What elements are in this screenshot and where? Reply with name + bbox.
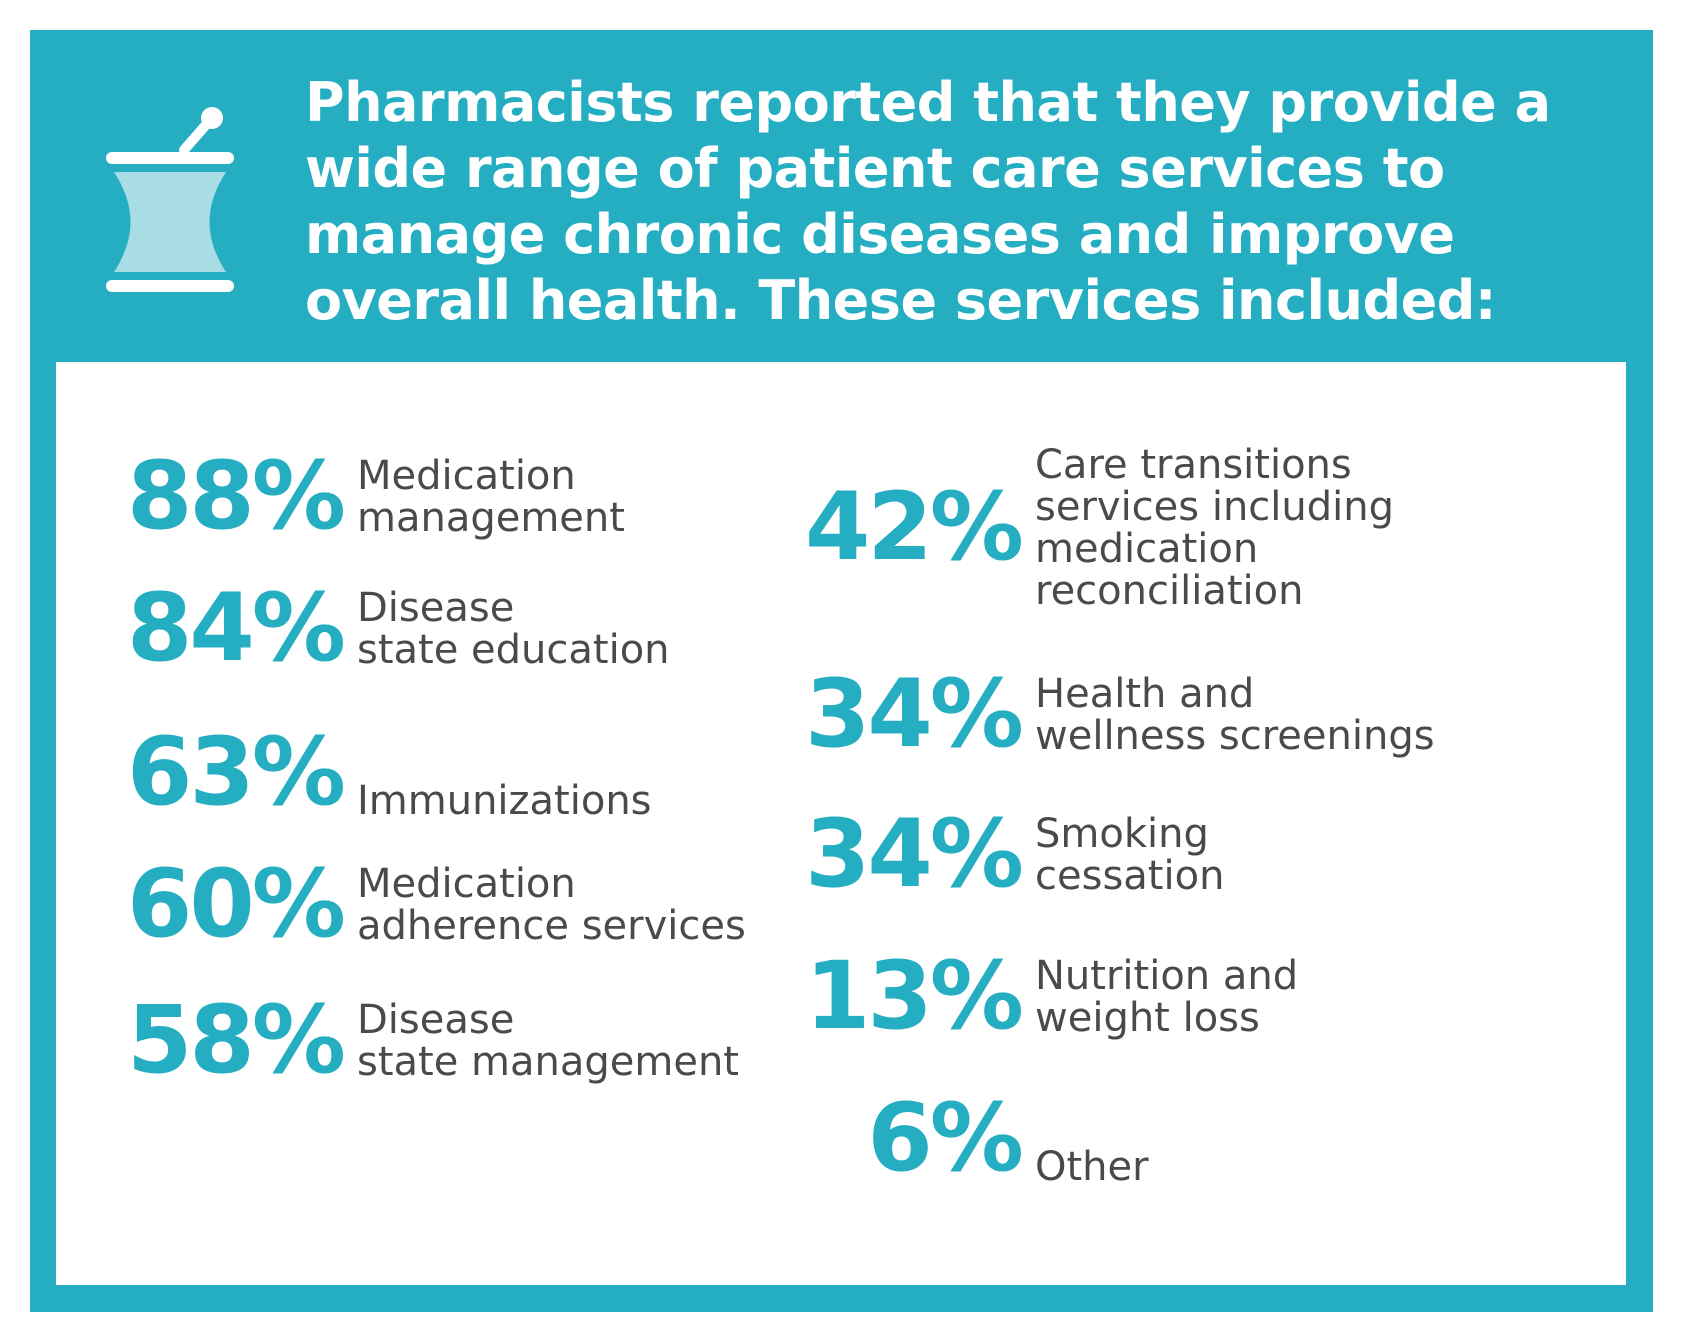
stat-percent: 42%	[805, 473, 1024, 582]
stat-item: 58% Disease state management	[108, 994, 739, 1088]
stat-percent: 13%	[805, 942, 1024, 1051]
stat-percent: 34%	[805, 660, 1024, 769]
stat-label: Health and wellness screenings	[1035, 671, 1435, 759]
stat-percent: 6%	[867, 1084, 1024, 1193]
stat-item: 63% Immunizations	[108, 718, 652, 827]
stat-percent: 88%	[127, 442, 346, 551]
stat-item: 42% Care transitions services including …	[786, 444, 1394, 612]
stat-label: Immunizations	[357, 778, 652, 824]
stat-label: Nutrition and weight loss	[1035, 953, 1299, 1041]
stat-item: 34% Smoking cessation	[786, 808, 1224, 902]
stat-item: 13% Nutrition and weight loss	[786, 950, 1298, 1044]
stat-label: Medication adherence services	[357, 861, 746, 949]
infographic-frame: Pharmacists reported that they provide a…	[30, 30, 1653, 1312]
stat-item: 88% Medication management	[108, 450, 625, 544]
stat-item: 60% Medication adherence services	[108, 858, 746, 952]
stat-label: Medication management	[357, 453, 625, 541]
stat-item: 34% Health and wellness screenings	[786, 668, 1435, 762]
stat-label: Smoking cessation	[1035, 811, 1225, 899]
stats-panel: 88% Medication management 84% Disease st…	[56, 362, 1626, 1285]
stat-percent: 58%	[127, 986, 346, 1095]
stat-percent: 63%	[127, 718, 346, 827]
stat-label: Care transitions services including medi…	[1035, 442, 1395, 614]
stat-label: Disease state management	[357, 997, 739, 1085]
stat-percent: 34%	[805, 800, 1024, 909]
page-title: Pharmacists reported that they provide a…	[305, 71, 1551, 332]
stat-percent: 60%	[127, 850, 346, 959]
stat-item: 6% Other	[786, 1084, 1149, 1193]
stat-label: Other	[1035, 1144, 1149, 1190]
mortar-and-pestle-icon	[106, 107, 234, 292]
stat-percent: 84%	[127, 574, 346, 683]
stat-item: 84% Disease state education	[108, 582, 670, 676]
stat-label: Disease state education	[357, 585, 670, 673]
